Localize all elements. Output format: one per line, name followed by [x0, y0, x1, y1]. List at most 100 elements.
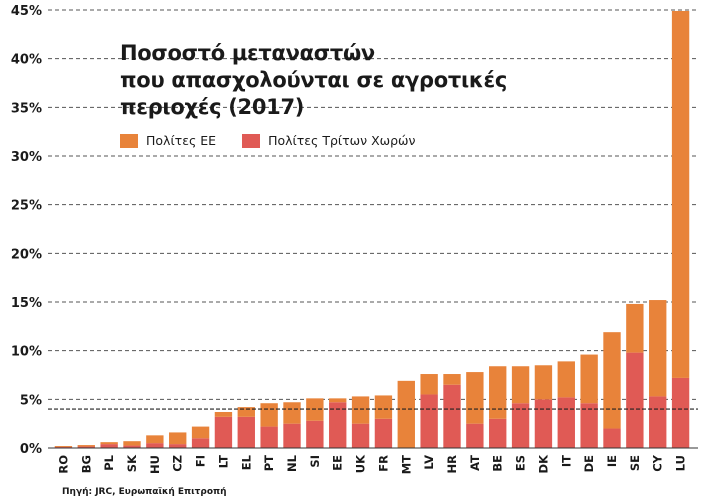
bar-third-country: [169, 444, 187, 448]
x-tick-label: ES: [514, 455, 528, 471]
bar-eu: [351, 396, 370, 424]
bar-eu: [100, 442, 118, 445]
bar-eu: [420, 374, 438, 395]
bar-eu: [54, 446, 73, 448]
bar-third-country: [283, 423, 301, 448]
x-tick-label: HR: [445, 455, 459, 474]
x-tick-label: IT: [559, 455, 573, 467]
x-tick-label: SI: [308, 455, 322, 468]
bar-eu: [626, 303, 644, 353]
bar-eu: [283, 402, 301, 424]
x-tick-label: FI: [194, 455, 208, 467]
bar-eu: [580, 354, 598, 404]
bar-third-country: [466, 423, 484, 448]
source-note: Πηγή: JRC, Ευρωπαϊκή Επιτροπή: [62, 487, 227, 497]
legend-swatch-third: [242, 133, 261, 148]
bar-third-country: [214, 416, 233, 448]
bar-third-country: [146, 443, 164, 448]
bar-eu: [511, 366, 530, 404]
bar-eu: [443, 374, 461, 385]
bar-third-country: [123, 445, 141, 448]
bar-eu: [489, 366, 507, 419]
bar-third-country: [580, 403, 598, 448]
y-tick-label: 5%: [20, 393, 42, 408]
x-tick-label: HU: [148, 455, 162, 474]
y-tick-label: 30%: [11, 150, 42, 165]
bar-third-country: [557, 397, 575, 448]
bar-third-country: [489, 418, 507, 448]
bar-third-country: [603, 428, 621, 448]
x-tick-label: DE: [582, 455, 596, 473]
bar-third-country: [237, 416, 255, 448]
x-tick-label: FR: [376, 455, 390, 472]
chart-title: Ποσοστό μεταναστών που απασχολούνται σε …: [120, 40, 507, 121]
bar-eu: [557, 361, 575, 398]
y-tick-label: 25%: [11, 199, 42, 214]
bar-eu: [671, 10, 690, 378]
x-tick-label: EE: [331, 455, 345, 471]
x-tick-label: IE: [605, 455, 619, 467]
bar-eu: [169, 432, 187, 445]
x-tick-label: EL: [239, 454, 253, 470]
y-tick-label: 10%: [11, 345, 42, 360]
bar-third-country: [351, 423, 370, 448]
bar-eu: [329, 398, 347, 403]
bar-third-country: [671, 377, 690, 448]
x-tick-label: LV: [422, 455, 436, 470]
bar-third-country: [306, 420, 324, 448]
x-tick-label: BG: [79, 455, 93, 473]
x-tick-label: NL: [285, 454, 299, 472]
x-tick-label: SE: [628, 455, 642, 471]
x-tick-label: PT: [262, 455, 276, 471]
y-tick-label: 45%: [11, 4, 42, 19]
bar-eu: [146, 435, 164, 444]
bar-eu: [237, 407, 255, 417]
chart-title-line-2: που απασχολούνται σε αγροτικές: [120, 68, 508, 92]
bar-eu: [466, 372, 484, 424]
bar-third-country: [260, 426, 278, 448]
bar-eu: [534, 365, 553, 400]
bar-third-country: [191, 438, 210, 448]
x-tick-label: BE: [491, 455, 505, 472]
y-tick-label: 0%: [20, 442, 42, 457]
legend-label-third: Πολίτες Τρίτων Χωρών: [268, 133, 416, 148]
bar-eu: [191, 426, 210, 439]
y-tick-label: 35%: [11, 101, 42, 116]
x-tick-label: UK: [354, 454, 368, 473]
bar-third-country: [626, 352, 644, 448]
bar-eu: [603, 332, 621, 429]
x-tick-label: RO: [56, 455, 70, 474]
bar-eu: [123, 441, 141, 446]
chart-title-line-1: Ποσοστό μεταναστών: [120, 41, 375, 65]
legend-item-eu: Πολίτες ΕΕ: [120, 133, 216, 148]
bar-eu: [77, 445, 95, 447]
x-tick-label: MT: [399, 455, 413, 474]
legend-label-eu: Πολίτες ΕΕ: [146, 133, 217, 148]
bar-third-country: [420, 394, 438, 448]
legend-item-third: Πολίτες Τρίτων Χωρών: [242, 133, 416, 148]
bar-third-country: [534, 399, 553, 448]
legend: Πολίτες ΕΕ Πολίτες Τρίτων Χωρών: [120, 133, 442, 148]
bar-eu: [260, 403, 278, 427]
x-tick-label: PL: [102, 454, 116, 470]
x-tick-label: DK: [536, 454, 550, 474]
bar-third-country: [77, 446, 95, 448]
bar-eu: [397, 380, 415, 448]
bar-eu: [374, 395, 393, 419]
legend-swatch-eu: [120, 133, 138, 148]
y-tick-label: 15%: [11, 296, 42, 311]
chart-title-line-3: περιοχές (2017): [120, 95, 305, 119]
x-tick-label: LT: [216, 455, 230, 468]
bar-third-country: [100, 444, 118, 448]
x-tick-label: AT: [468, 455, 482, 471]
bar-eu: [214, 411, 233, 417]
x-tick-label: CZ: [171, 455, 185, 472]
y-tick-label: 40%: [11, 53, 42, 68]
bar-third-country: [374, 418, 393, 448]
bar-third-country: [443, 384, 461, 448]
bar-eu: [649, 300, 667, 397]
bar-third-country: [649, 396, 667, 448]
x-tick-label: SK: [125, 454, 139, 472]
x-tick-label: LU: [674, 455, 688, 471]
